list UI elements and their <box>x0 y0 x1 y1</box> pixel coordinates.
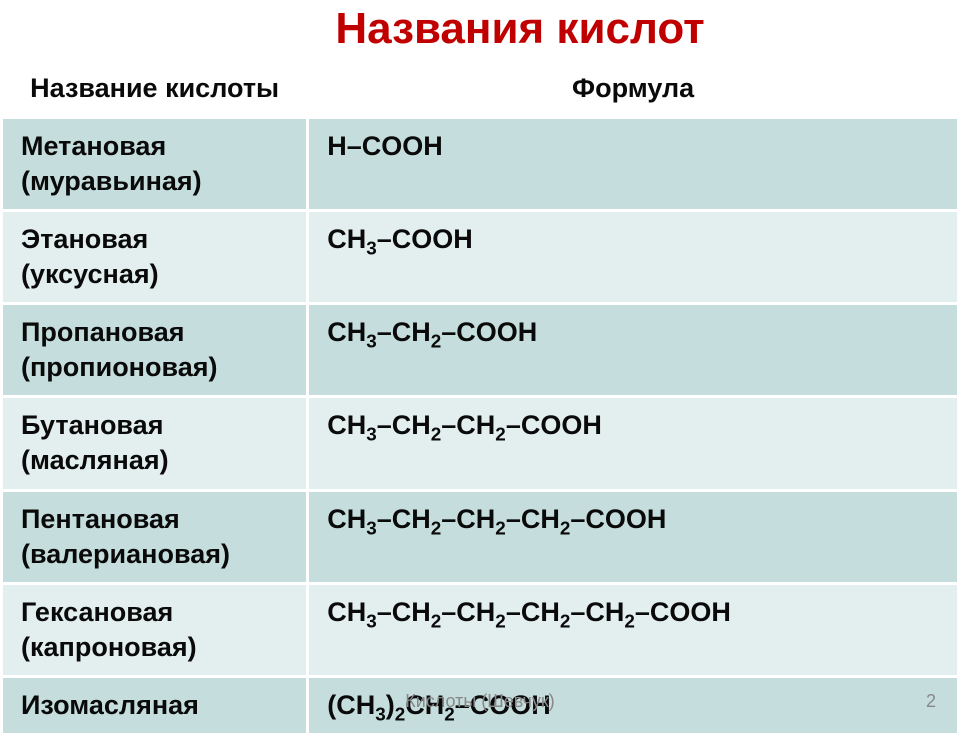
acid-name-cell: Пропановая (пропионовая) <box>2 304 308 397</box>
acids-table: Название кислоты Формула Метановая (мура… <box>0 60 960 736</box>
slide: Названия кислот Название кислоты Формула… <box>0 0 960 720</box>
footer-text: Кислоты (Шевчук) <box>0 691 960 712</box>
acid-name-cell: Гексановая (капроновая) <box>2 583 308 676</box>
header-formula: Формула <box>308 61 959 117</box>
table-row: Бутановая (масляная)CH3–CH2–CH2–COOH <box>2 397 959 490</box>
acid-formula-cell: CH3–CH2–CH2–CH2–COOH <box>308 490 959 583</box>
table-row: Пентановая (валериановая)CH3–CH2–CH2–CH2… <box>2 490 959 583</box>
table-row: Гексановая (капроновая)CH3–CH2–CH2–CH2–C… <box>2 583 959 676</box>
acid-formula-cell: CH3–CH2–CH2–COOH <box>308 397 959 490</box>
table-row: Этановая (уксусная)CH3–COOH <box>2 210 959 303</box>
acid-name-cell: Бутановая (масляная) <box>2 397 308 490</box>
acid-name-cell: Метановая (муравьиная) <box>2 117 308 210</box>
table-body: Метановая (муравьиная)H–COOHЭтановая (ук… <box>2 117 959 734</box>
acid-formula-cell: CH3–CH2–CH2–CH2–CH2–COOH <box>308 583 959 676</box>
table-row: Пропановая (пропионовая)CH3–CH2–COOH <box>2 304 959 397</box>
header-name: Название кислоты <box>2 61 308 117</box>
acid-formula-cell: H–COOH <box>308 117 959 210</box>
acid-formula-cell: CH3–COOH <box>308 210 959 303</box>
table-row: Метановая (муравьиная)H–COOH <box>2 117 959 210</box>
acid-name-cell: Пентановая (валериановая) <box>2 490 308 583</box>
acid-name-cell: Этановая (уксусная) <box>2 210 308 303</box>
slide-title: Названия кислот <box>80 0 960 60</box>
page-number: 2 <box>926 691 936 712</box>
acid-formula-cell: CH3–CH2–COOH <box>308 304 959 397</box>
table-header-row: Название кислоты Формула <box>2 61 959 117</box>
